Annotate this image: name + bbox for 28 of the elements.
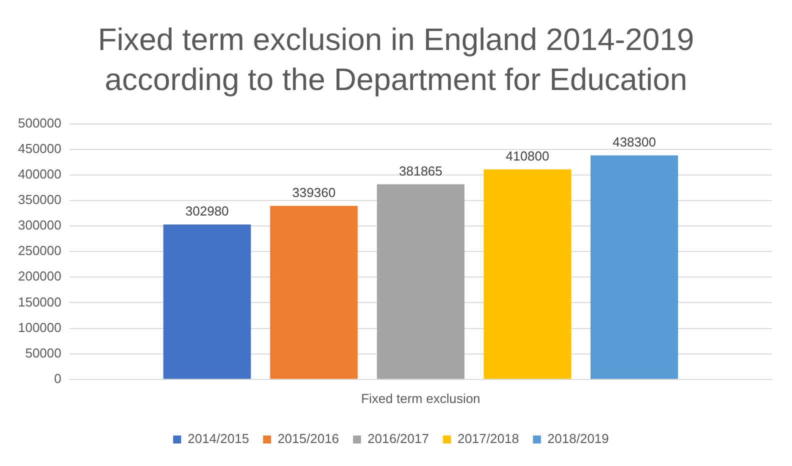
y-tick-label: 250000 xyxy=(18,243,62,258)
bar xyxy=(163,224,251,379)
y-tick-label: 100000 xyxy=(18,320,62,335)
data-label: 438300 xyxy=(612,134,656,150)
y-tick-label: 50000 xyxy=(25,345,62,360)
bar xyxy=(270,206,358,379)
y-tick-label: 0 xyxy=(54,370,62,386)
legend-label: 2017/2018 xyxy=(457,431,519,446)
legend-label: 2015/2016 xyxy=(278,431,340,446)
y-tick-label: 150000 xyxy=(18,294,62,310)
x-tick-label: Fixed term exclusion xyxy=(361,390,480,406)
data-label: 410800 xyxy=(506,148,550,164)
legend-label: 2014/2015 xyxy=(188,431,250,446)
y-tick-label: 450000 xyxy=(18,140,62,156)
y-tick-label: 400000 xyxy=(18,166,62,182)
legend-label: 2018/2019 xyxy=(547,431,609,446)
bar xyxy=(590,155,678,379)
bar xyxy=(376,184,464,379)
y-tick-label: 500000 xyxy=(18,115,62,130)
legend-label: 2016/2017 xyxy=(368,431,429,446)
y-tick-label: 350000 xyxy=(18,192,62,208)
data-label: 339360 xyxy=(292,184,336,200)
y-tick-label: 200000 xyxy=(18,268,62,284)
y-tick-label: 300000 xyxy=(18,218,62,233)
data-label: 381865 xyxy=(398,163,442,178)
chart-title: Fixed term exclusion in England 2014-2019 according to the Department for Education xyxy=(96,21,696,99)
bar xyxy=(484,169,572,379)
data-label: 302980 xyxy=(185,204,229,219)
